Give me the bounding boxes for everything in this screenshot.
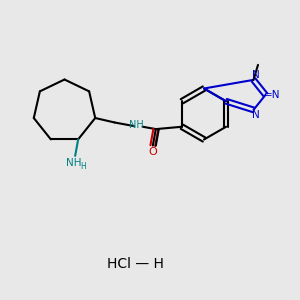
Text: N: N — [252, 110, 260, 120]
Text: N: N — [252, 70, 260, 80]
Text: HCl — H: HCl — H — [106, 257, 164, 271]
Text: NH: NH — [66, 158, 81, 168]
Text: O: O — [148, 147, 157, 157]
Text: H: H — [80, 163, 86, 172]
Text: =N: =N — [264, 90, 280, 100]
Text: NH: NH — [129, 120, 144, 130]
